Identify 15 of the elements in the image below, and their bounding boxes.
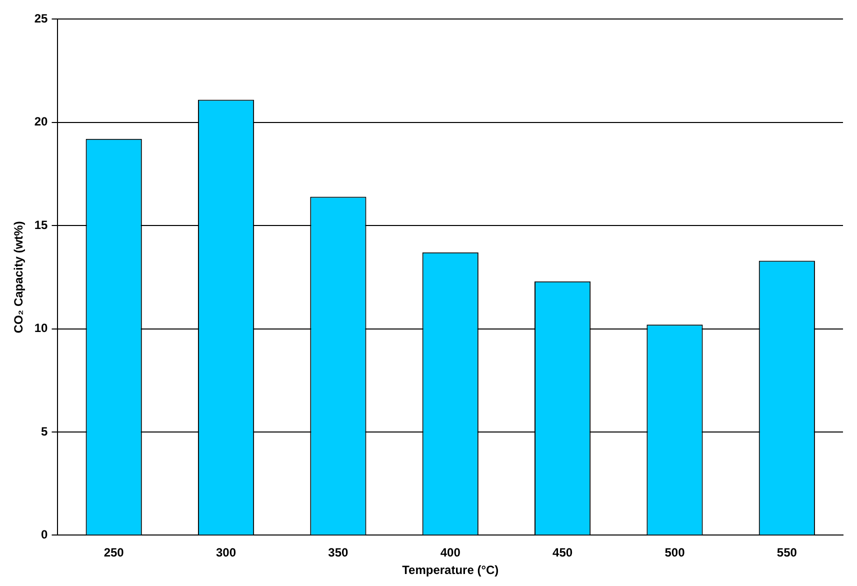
x-tick-label: 400: [440, 546, 461, 560]
x-axis-title: Temperature (°C): [402, 563, 499, 578]
x-tick-label: 550: [776, 546, 798, 560]
y-tick-label: 0: [41, 528, 48, 542]
x-tick-label: 300: [216, 546, 236, 560]
x-tick-label: 350: [328, 546, 349, 560]
y-tick-label: 20: [34, 114, 48, 129]
y-axis-title: CO₂ Capacity (wt%): [12, 221, 26, 334]
y-tick-label: 15: [34, 218, 48, 232]
x-tick-label: 450: [552, 546, 573, 560]
y-tick-label: 10: [34, 321, 48, 336]
y-tick-label: 25: [34, 12, 48, 26]
x-tick-label: 250: [104, 546, 124, 560]
x-tick-label: 500: [664, 546, 686, 560]
y-tick-label: 5: [41, 424, 48, 438]
